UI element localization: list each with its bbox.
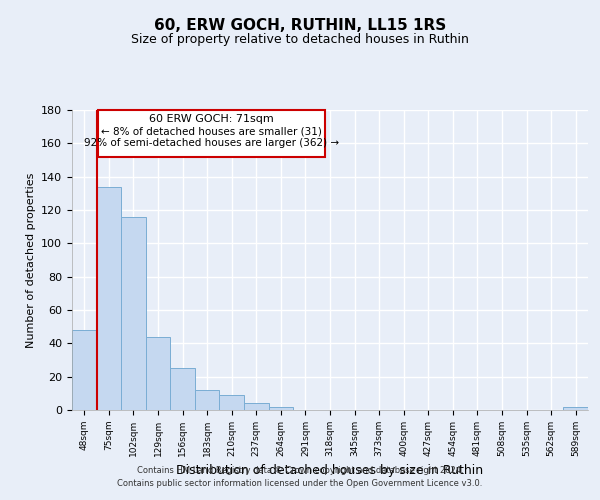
- Bar: [121, 216, 146, 410]
- Text: 60 ERW GOCH: 71sqm: 60 ERW GOCH: 71sqm: [149, 114, 274, 124]
- Bar: [97, 186, 121, 410]
- Bar: [170, 368, 195, 410]
- Text: 60, ERW GOCH, RUTHIN, LL15 1RS: 60, ERW GOCH, RUTHIN, LL15 1RS: [154, 18, 446, 32]
- Text: 92% of semi-detached houses are larger (362) →: 92% of semi-detached houses are larger (…: [84, 138, 339, 148]
- FancyBboxPatch shape: [98, 110, 325, 156]
- Bar: [72, 330, 97, 410]
- Text: Size of property relative to detached houses in Ruthin: Size of property relative to detached ho…: [131, 32, 469, 46]
- Bar: [220, 395, 244, 410]
- Y-axis label: Number of detached properties: Number of detached properties: [26, 172, 35, 348]
- Bar: [269, 406, 293, 410]
- X-axis label: Distribution of detached houses by size in Ruthin: Distribution of detached houses by size …: [176, 464, 484, 477]
- Text: Contains HM Land Registry data © Crown copyright and database right 2024.
Contai: Contains HM Land Registry data © Crown c…: [118, 466, 482, 487]
- Text: ← 8% of detached houses are smaller (31): ← 8% of detached houses are smaller (31): [101, 126, 322, 136]
- Bar: [195, 390, 220, 410]
- Bar: [563, 406, 588, 410]
- Bar: [244, 404, 269, 410]
- Bar: [146, 336, 170, 410]
